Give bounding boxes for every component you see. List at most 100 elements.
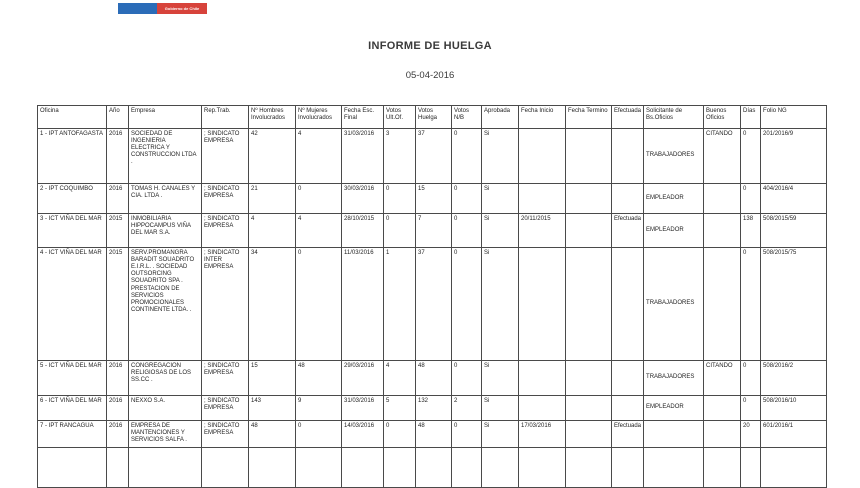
table-header: Oficina Año Empresa Rep.Trab. Nº Hombres Inv… xyxy=(37,105,828,129)
table-cell: EMPLEADOR xyxy=(643,183,705,214)
table-cell: Si xyxy=(481,128,519,184)
table-cell xyxy=(703,213,742,248)
table-cell xyxy=(248,447,296,488)
table-cell: 4 - ICT VIÑA DEL MAR xyxy=(37,247,107,361)
table-cell: Si xyxy=(481,420,519,448)
table-cell: 4 xyxy=(295,213,342,248)
table-cell: ; SINDICATO INTER EMPRESA xyxy=(201,247,249,361)
table-cell: CONGREGACION RELIGIOSAS DE LOS SS.CC . xyxy=(128,360,202,396)
table-cell: 0 xyxy=(451,420,482,448)
column-header-8: Votos Ult.Of. xyxy=(383,105,416,129)
table-cell: Efectuada xyxy=(610,213,645,248)
table-cell: 2016 xyxy=(106,360,129,396)
table-cell: 2016 xyxy=(106,183,129,214)
table-cell xyxy=(610,183,645,214)
table-cell: 48 xyxy=(248,420,296,448)
table-cell: 1 xyxy=(383,247,416,361)
table-cell: 4 xyxy=(248,213,296,248)
column-header-7: Fecha Esc. Final xyxy=(341,105,384,129)
table-cell xyxy=(565,247,612,361)
table-cell xyxy=(518,360,566,396)
table-cell xyxy=(610,128,645,184)
table-cell: Si xyxy=(481,247,519,361)
table-cell: NEXXO S.A. xyxy=(128,395,202,421)
table-cell: ; SINDICATO EMPRESA xyxy=(201,213,249,248)
table-cell: 2016 xyxy=(106,420,129,448)
table-cell: 2 xyxy=(451,395,482,421)
table-row-2: 2 - IPT COQUIMBO 2016 TOMAS H. CANALES Y C… xyxy=(37,183,828,214)
column-header-3: Empresa xyxy=(128,105,202,129)
column-header-15: Solicitante de Bs.Oficios xyxy=(643,105,705,129)
table-cell: 31/03/2016 xyxy=(341,128,384,184)
table-cell: 508/2016/2 xyxy=(760,360,828,396)
table-cell: 0 xyxy=(740,395,762,421)
table-cell: 508/2015/59 xyxy=(760,213,828,248)
column-header-16: Buenos Oficios xyxy=(703,105,742,129)
table-cell: Efectuada xyxy=(610,420,645,448)
table-cell xyxy=(37,447,107,488)
table-cell: ; SINDICATO EMPRESA xyxy=(201,128,249,184)
table-cell: 9 xyxy=(295,395,342,421)
table-cell xyxy=(518,395,566,421)
table-cell: 3 - ICT VIÑA DEL MAR xyxy=(37,213,107,248)
table-cell xyxy=(565,447,612,488)
table-cell xyxy=(565,128,612,184)
column-header-1: Oficina xyxy=(37,105,107,129)
table-cell: 37 xyxy=(415,247,452,361)
table-cell: ; SINDICATO EMPRESA xyxy=(201,395,249,421)
table-cell: TRABAJADORES xyxy=(643,247,705,361)
gobierno-de-chile-logo: Gobierno de Chile xyxy=(118,3,207,14)
table-cell: 132 xyxy=(415,395,452,421)
table-cell: 0 xyxy=(383,183,416,214)
column-header-9: Votos Huelga xyxy=(415,105,452,129)
table-cell xyxy=(740,447,762,488)
table-cell: 0 xyxy=(295,247,342,361)
table-cell xyxy=(610,447,645,488)
table-cell: 0 xyxy=(740,247,762,361)
table-cell xyxy=(518,247,566,361)
table-cell: 138 xyxy=(740,213,762,248)
table-cell: 3 xyxy=(383,128,416,184)
table-cell: 4 xyxy=(295,128,342,184)
table-cell: 0 xyxy=(451,247,482,361)
table-cell: 0 xyxy=(451,360,482,396)
table-cell: 0 xyxy=(383,420,416,448)
table-cell: 404/2016/4 xyxy=(760,183,828,214)
column-header-17: Días xyxy=(740,105,762,129)
table-cell xyxy=(610,247,645,361)
table-cell: EMPRESA DE MANTENCIONES Y SERVICIOS SALF… xyxy=(128,420,202,448)
table-cell: ; SINDICATO EMPRESA xyxy=(201,420,249,448)
table-cell xyxy=(518,447,566,488)
table-cell: 0 xyxy=(451,128,482,184)
table-cell: TRABAJADORES xyxy=(643,360,705,396)
column-header-12: Fecha Inicio xyxy=(518,105,566,129)
table-cell xyxy=(341,447,384,488)
table-cell: 143 xyxy=(248,395,296,421)
table-cell: 17/03/2016 xyxy=(518,420,566,448)
column-header-13: Fecha Termino xyxy=(565,105,612,129)
table-cell xyxy=(481,447,519,488)
table-cell: 601/2016/1 xyxy=(760,420,828,448)
table-cell xyxy=(518,128,566,184)
table-cell: 0 xyxy=(451,183,482,214)
table-cell xyxy=(565,213,612,248)
table-cell: 5 - ICT VIÑA DEL MAR xyxy=(37,360,107,396)
table-cell: 2015 xyxy=(106,213,129,248)
strike-report-table: Oficina Año Empresa Rep.Trab. Nº Hombres Inv… xyxy=(37,105,828,488)
table-cell xyxy=(703,447,742,488)
table-cell xyxy=(610,360,645,396)
table-cell xyxy=(565,420,612,448)
table-cell: 2016 xyxy=(106,395,129,421)
table-row-6: 6 - ICT VIÑA DEL MAR 2016 NEXXO S.A.; SIND… xyxy=(37,395,828,421)
table-cell xyxy=(565,183,612,214)
table-row-5: 5 - ICT VIÑA DEL MAR 2016 CONGREGACION REL… xyxy=(37,360,828,396)
column-header-18: Folio NG xyxy=(760,105,828,129)
table-cell: 20 xyxy=(740,420,762,448)
table-cell xyxy=(703,183,742,214)
column-header-10: Votos N/B xyxy=(451,105,482,129)
table-cell xyxy=(643,420,705,448)
table-cell xyxy=(643,447,705,488)
table-cell: 0 xyxy=(295,183,342,214)
table-cell xyxy=(565,360,612,396)
table-cell: 42 xyxy=(248,128,296,184)
